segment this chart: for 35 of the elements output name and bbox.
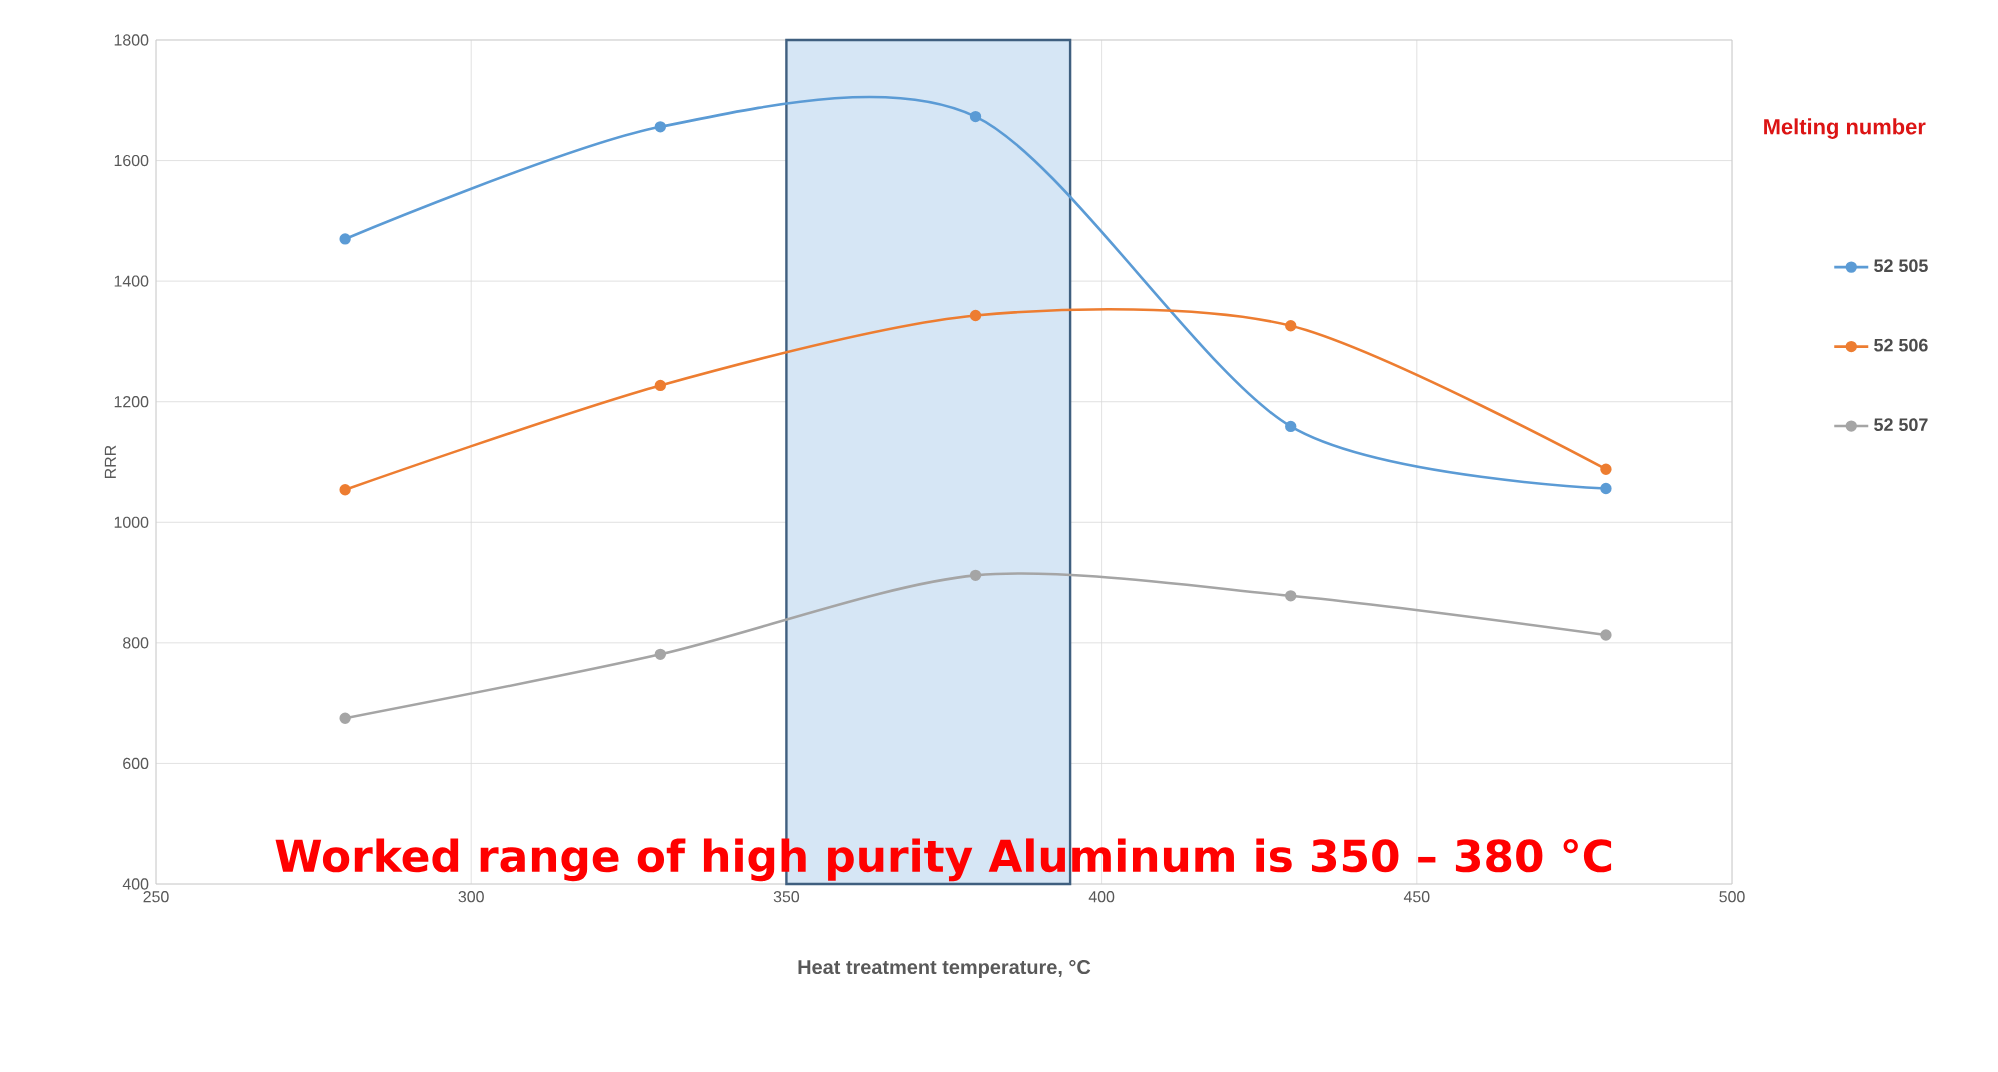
x-tick-label: 350 (773, 891, 800, 903)
x-axis-title: Heat treatment temperature, °C (798, 960, 1091, 979)
x-tick-label: 500 (1719, 891, 1745, 903)
point (1285, 320, 1297, 332)
y-axis-title: RRR (104, 445, 116, 478)
legend-label: 52 507 (1874, 418, 1928, 432)
point (1600, 629, 1612, 641)
x-tick-label: 400 (1088, 891, 1115, 903)
y-tick-label: 1000 (114, 516, 149, 528)
legend-label: 52 505 (1874, 259, 1928, 273)
point (654, 121, 667, 133)
y-tick-label: 600 (123, 757, 149, 770)
x-tick-label: 300 (458, 891, 484, 903)
point (969, 569, 982, 582)
point (969, 110, 982, 123)
point (1285, 590, 1297, 602)
point (1285, 420, 1297, 433)
y-tick-label: 1400 (114, 275, 149, 287)
y-tick-label: 1600 (114, 154, 149, 167)
y-tick-label: 1800 (114, 34, 149, 46)
y-tick-label: 800 (123, 637, 149, 649)
point (339, 484, 351, 496)
point (654, 379, 667, 392)
legend-title: Melting number (1764, 118, 1926, 139)
x-tick-label: 450 (1403, 891, 1430, 903)
point (339, 233, 351, 245)
point (339, 712, 351, 724)
point (654, 648, 667, 660)
y-tick-label: 400 (122, 878, 149, 890)
x-tick-label: 250 (143, 891, 169, 903)
y-tick-label: 1200 (114, 396, 149, 408)
point (969, 309, 982, 322)
point (1600, 463, 1612, 475)
legend-label: 52 506 (1874, 338, 1928, 352)
point (1600, 482, 1612, 495)
